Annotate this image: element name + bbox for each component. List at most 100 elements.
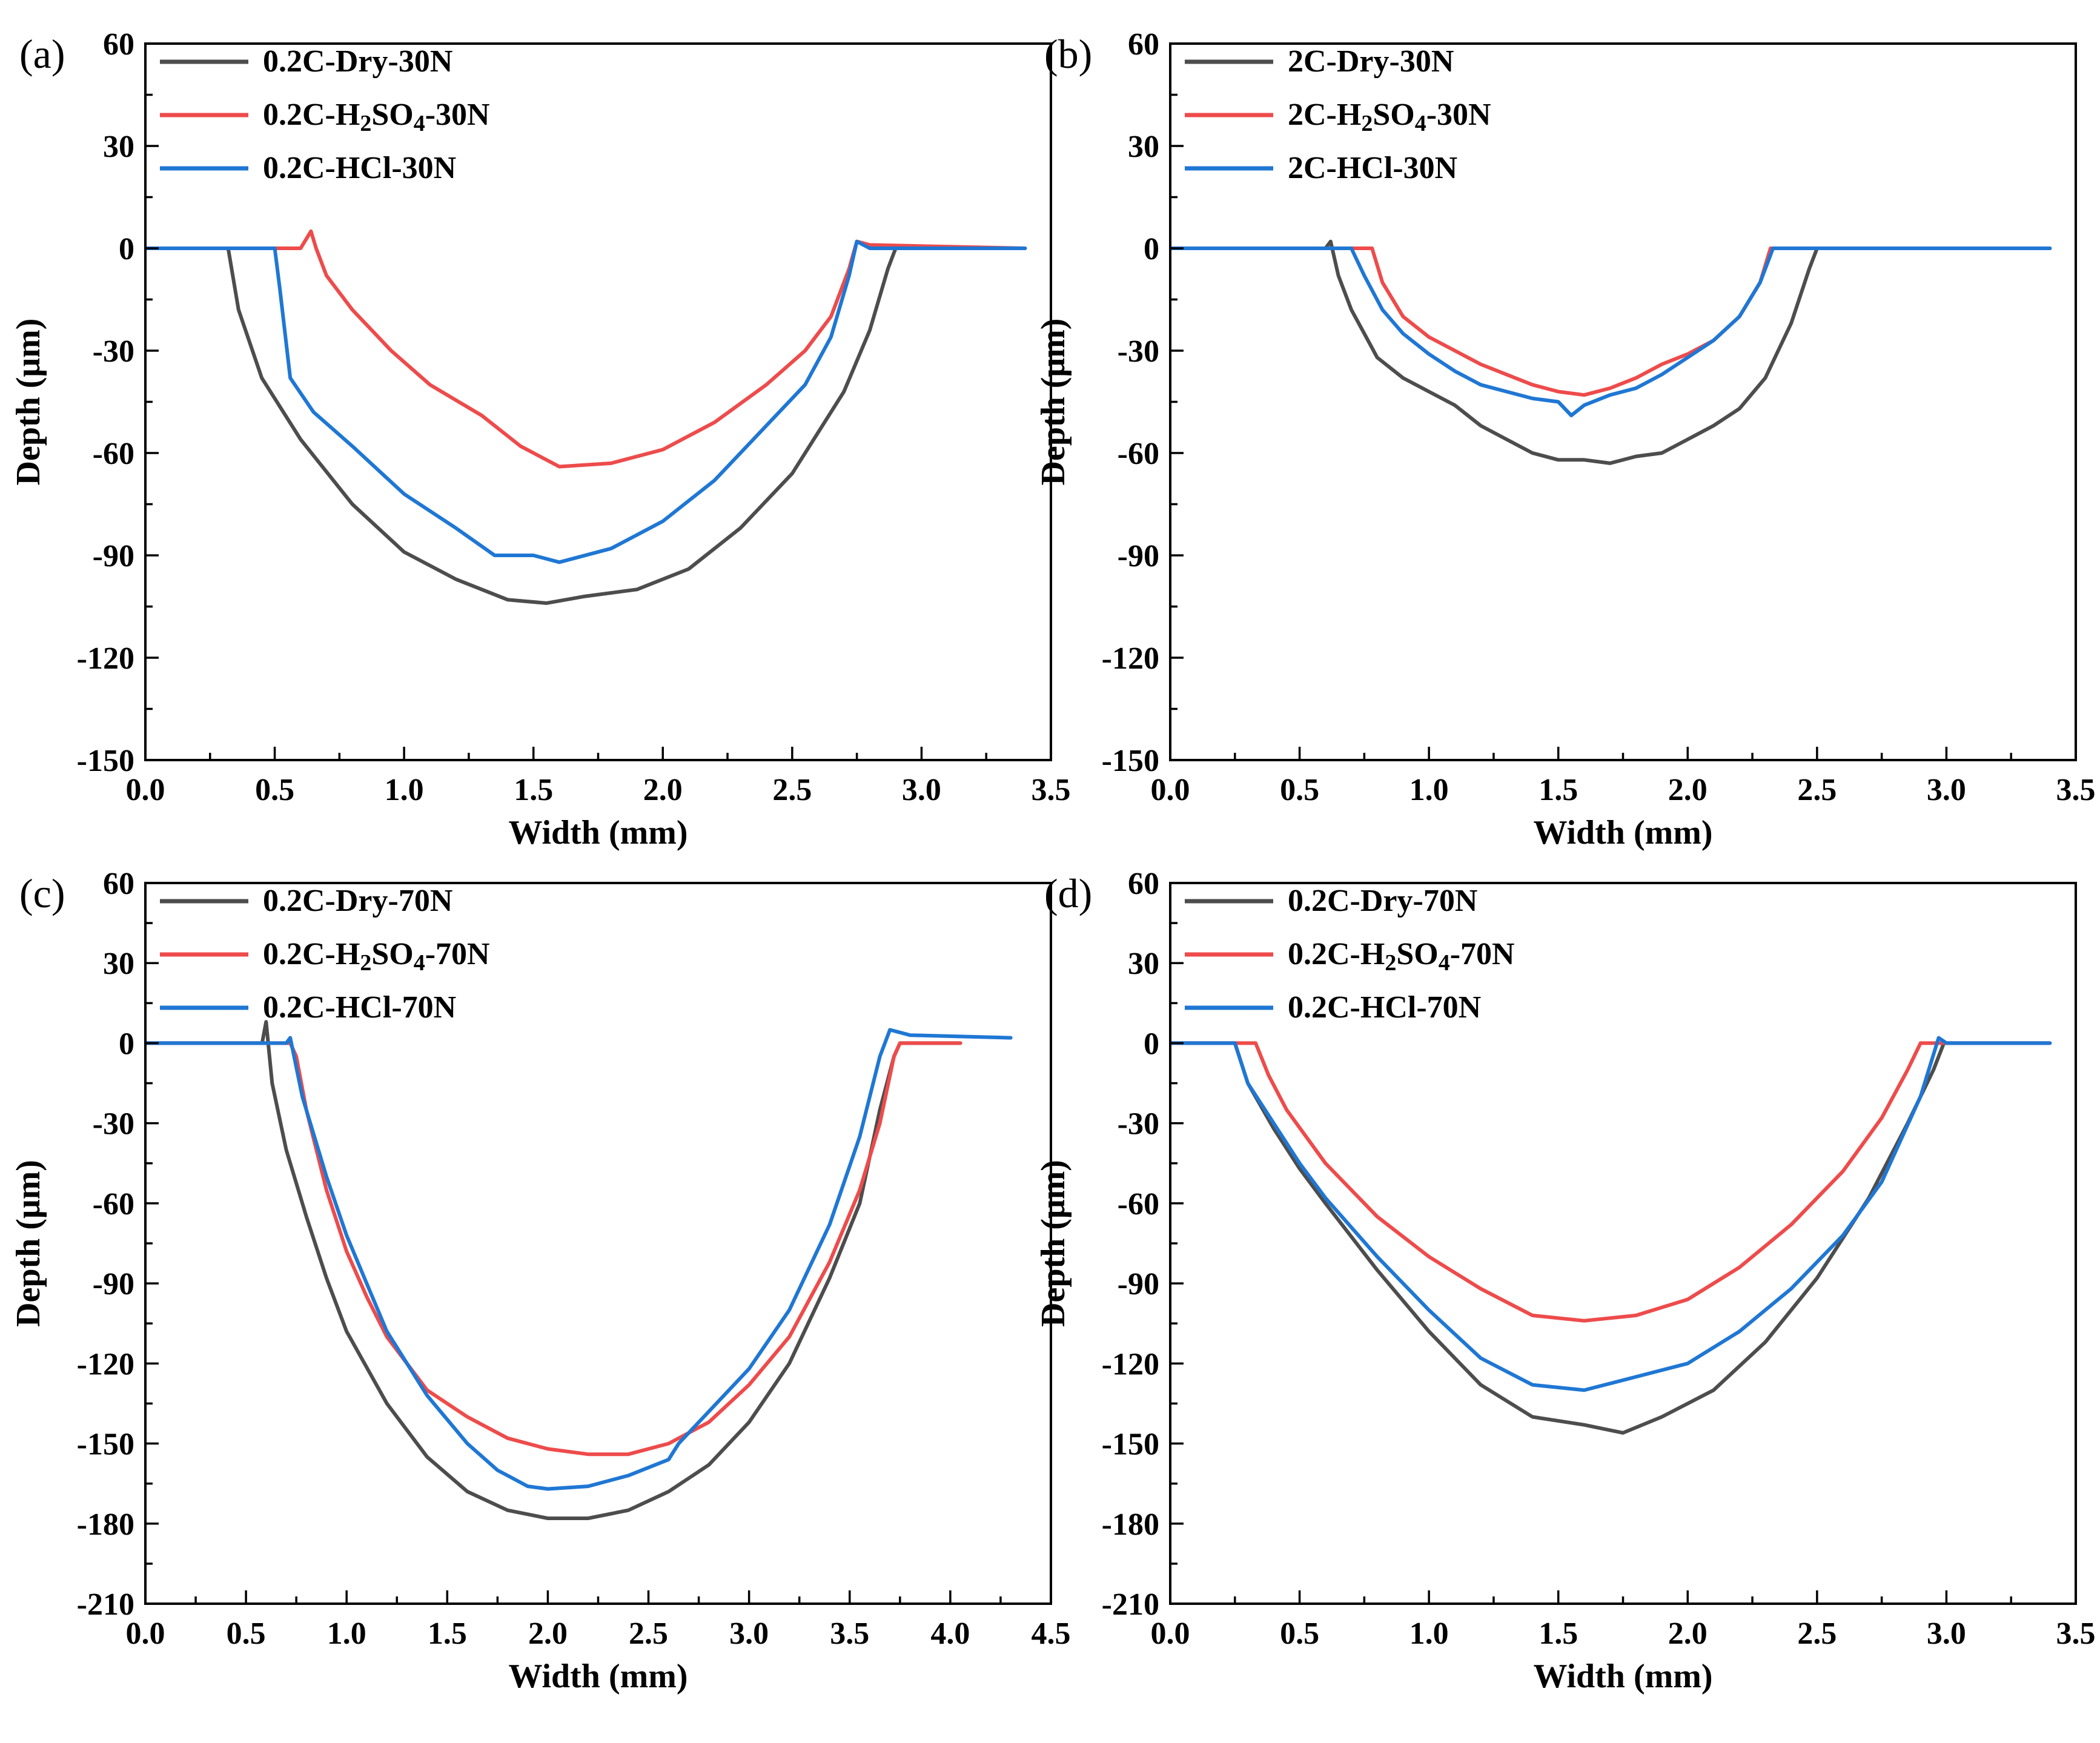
x-tick-label: 3.5 <box>2056 773 2096 807</box>
x-tick-label: 2.5 <box>1797 773 1837 807</box>
plot-area <box>1170 239 2052 465</box>
legend-text: 0.2C-Dry-30N <box>263 44 452 79</box>
legend-text: SO <box>1396 937 1438 971</box>
legend-text: 0.2C-Dry-70N <box>263 884 452 918</box>
y-tick-label: 60 <box>1128 27 1159 62</box>
x-tick-label: 2.0 <box>528 1616 568 1651</box>
y-tick-label: -60 <box>93 1187 134 1222</box>
series-line-0 <box>1170 239 2052 465</box>
legend-text: 0.2C-HCl-30N <box>263 151 456 185</box>
y-tick-label: 60 <box>103 27 134 62</box>
x-tick-label: 0.0 <box>126 773 165 807</box>
y-tick-label: -210 <box>1102 1587 1159 1622</box>
y-tick-label: 30 <box>1128 130 1159 164</box>
y-tick-label: -180 <box>77 1507 134 1542</box>
y-tick-label: 60 <box>1128 867 1159 901</box>
legend-subscript: 2 <box>1385 950 1396 976</box>
panel-c: 0.0 0.5 1.0 1.5 2.0 2.5 3.0 3.5 4.0 4.5 60 30 0 -30 -6… <box>10 867 1071 1695</box>
legend-text: 2C-H <box>1288 98 1361 132</box>
legend-subscript: 2 <box>1361 111 1373 136</box>
panel-a: 0.0 0.5 1.0 1.5 2.0 2.5 3.0 3.5 60 30 0 -30 -60 -90 -1… <box>10 27 1071 852</box>
y-tick-label: -120 <box>1102 641 1159 676</box>
x-tick-label: 1.0 <box>1409 1616 1449 1651</box>
panel-label: (c) <box>19 870 65 916</box>
x-tick-label: 1.0 <box>327 1616 366 1651</box>
y-axis-title: Depth (μm) <box>1035 319 1072 486</box>
panel-d: 0.0 0.5 1.0 1.5 2.0 2.5 3.0 3.5 60 30 0 -30 -60 -90 -1… <box>1035 867 2096 1695</box>
legend-text: SO <box>1373 98 1414 132</box>
legend-label: 0.2C-Dry-70N <box>263 884 452 918</box>
y-tick-label: -150 <box>77 1427 134 1462</box>
x-tick-label: 1.5 <box>514 773 553 807</box>
x-tick-label: 3.0 <box>902 773 941 807</box>
y-tick-label: -60 <box>1118 1187 1159 1222</box>
panel-label: (b) <box>1044 31 1092 77</box>
legend-label: 0.2C-Dry-30N <box>263 44 452 79</box>
legend-label: 0.2C-Dry-70N <box>1288 884 1477 918</box>
legend-subscript: 4 <box>414 950 425 976</box>
legend-label: 0.2C-H2SO4-30N <box>263 98 490 136</box>
legend-text: 2C-Dry-30N <box>1288 44 1454 79</box>
legend-text: -70N <box>1450 937 1515 971</box>
x-tick-label: 1.0 <box>1409 773 1449 807</box>
legend-text: -70N <box>425 937 490 971</box>
x-tick-label: 0.5 <box>1280 773 1319 807</box>
y-tick-label: 0 <box>119 232 134 266</box>
y-tick-label: -180 <box>1102 1507 1159 1542</box>
legend-label: 0.2C-HCl-70N <box>263 990 456 1025</box>
y-tick-label: -210 <box>77 1587 134 1622</box>
y-tick-label: 30 <box>103 947 134 981</box>
panel-label: (a) <box>19 31 65 77</box>
legend-text: -30N <box>425 98 490 132</box>
legend: 0.2C-Dry-30N 0.2C-H2SO4-30N 0.2C-HCl-30N <box>160 44 490 185</box>
x-tick-label: 1.5 <box>428 1616 467 1651</box>
x-tick-label: 0.5 <box>255 773 294 807</box>
legend-label: 2C-HCl-30N <box>1288 151 1457 185</box>
legend-label: 0.2C-H2SO4-70N <box>1288 937 1515 976</box>
x-axis-title: Width (mm) <box>508 814 687 852</box>
series-line-2 <box>145 239 1027 564</box>
x-tick-label: 2.0 <box>1668 773 1707 807</box>
series-line-1 <box>1170 1041 2052 1323</box>
y-tick-label: -30 <box>93 334 134 369</box>
legend-text: 2C-HCl-30N <box>1288 151 1457 185</box>
x-tick-label: 1.5 <box>1539 773 1578 807</box>
series-line-0 <box>145 1020 962 1520</box>
legend-text: 0.2C-Dry-70N <box>1288 884 1477 918</box>
y-tick-label: -120 <box>1102 1347 1159 1381</box>
y-tick-label: -150 <box>1102 1427 1159 1462</box>
x-axis-title: Width (mm) <box>1533 814 1712 852</box>
x-tick-label: 3.5 <box>2056 1616 2096 1651</box>
legend-text: SO <box>371 98 413 132</box>
y-axis-title: Depth (μm) <box>1035 1160 1072 1327</box>
legend: 2C-Dry-30N 2C-H2SO4-30N 2C-HCl-30N <box>1185 44 1491 185</box>
y-tick-label: -30 <box>1118 334 1159 369</box>
legend-label: 0.2C-H2SO4-70N <box>263 937 490 976</box>
x-tick-label: 4.5 <box>1032 1616 1071 1651</box>
panel-b: 0.0 0.5 1.0 1.5 2.0 2.5 3.0 3.5 60 30 0 -30 -60 -90 -1… <box>1035 27 2096 852</box>
legend-text: 0.2C-HCl-70N <box>1288 990 1481 1025</box>
y-tick-label: -60 <box>1118 437 1159 471</box>
legend-text: 0.2C-H <box>263 937 360 971</box>
y-tick-label: -150 <box>77 744 134 778</box>
x-axis-title: Width (mm) <box>1533 1658 1712 1695</box>
y-tick-label: -60 <box>93 437 134 471</box>
y-axis-title: Depth (μm) <box>10 319 47 486</box>
plot-area <box>1170 1036 2052 1435</box>
legend-label: 0.2C-HCl-70N <box>1288 990 1481 1025</box>
y-tick-label: -120 <box>77 641 134 676</box>
x-tick-label: 2.5 <box>629 1616 668 1651</box>
y-tick-label: 0 <box>119 1027 134 1061</box>
x-tick-label: 2.0 <box>1668 1616 1707 1651</box>
plot-area <box>145 229 1027 605</box>
series-line-0 <box>145 246 1027 605</box>
y-tick-label: -90 <box>93 539 134 574</box>
y-tick-label: -120 <box>77 1347 134 1381</box>
legend-text: 0.2C-H <box>263 98 360 132</box>
y-tick-label: -90 <box>1118 1267 1159 1301</box>
series-line-1 <box>1170 246 2052 397</box>
x-tick-label: 2.5 <box>772 773 812 807</box>
legend-subscript: 2 <box>360 950 371 976</box>
series-line-1 <box>145 1041 962 1457</box>
